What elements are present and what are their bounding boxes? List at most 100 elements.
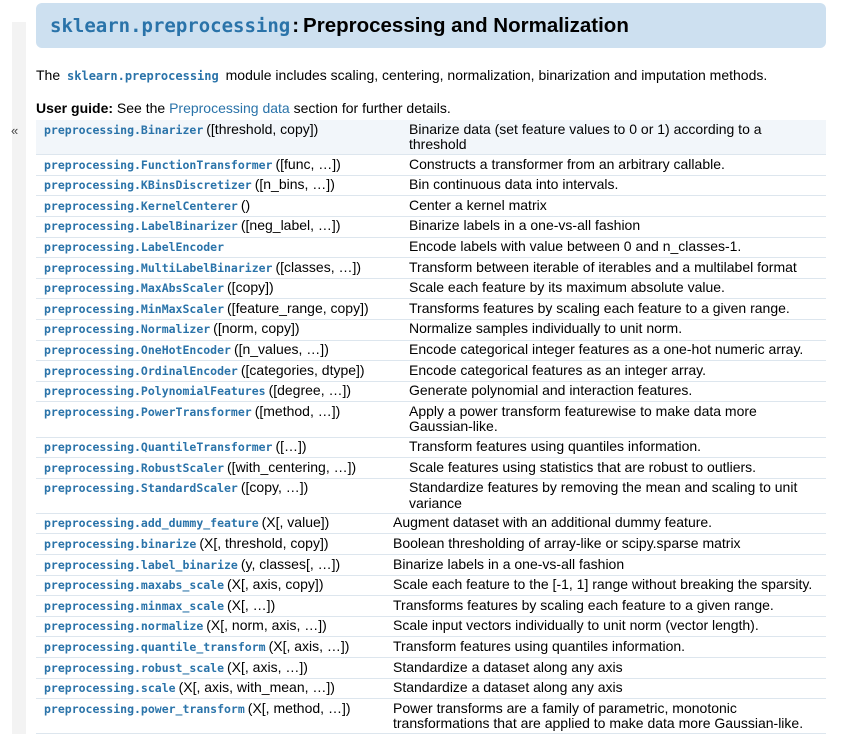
api-name-link[interactable]: preprocessing.StandardScaler (44, 481, 238, 496)
api-description: Power transforms are a family of paramet… (392, 698, 826, 734)
api-row: preprocessing.KBinsDiscretizer ([n_bins, … (36, 175, 826, 197)
api-description: Transform between iterable of iterables … (408, 257, 826, 279)
api-signature: ([with_centering, …]) (227, 458, 357, 475)
api-row: preprocessing.MultiLabelBinarizer ([class… (36, 257, 826, 279)
api-name-link[interactable]: preprocessing.robust_scale (44, 660, 225, 675)
api-name-link[interactable]: preprocessing.KernelCenterer (44, 198, 238, 213)
api-row: preprocessing.label_binarize (y, classes[… (36, 554, 826, 576)
user-guide-after: section for further details. (293, 100, 451, 116)
api-description: Scale each feature by its maximum absolu… (408, 278, 826, 300)
api-signature: (X[, method, …]) (247, 699, 351, 716)
api-description: Transforms features by scaling each feat… (408, 298, 826, 320)
api-signature-cell: preprocessing.OrdinalEncoder ([categories… (36, 360, 408, 382)
api-name-link[interactable]: preprocessing.PolynomialFeatures (44, 384, 266, 399)
page-title: sklearn.preprocessing: Preprocessing and … (50, 14, 629, 38)
api-name-link[interactable]: preprocessing.maxabs_scale (44, 578, 225, 593)
api-description: Constructs a transformer from an arbitra… (408, 154, 826, 176)
api-name-link[interactable]: preprocessing.MinMaxScaler (44, 301, 225, 316)
intro-after: module includes scaling, centering, norm… (225, 67, 768, 83)
api-signature-cell: preprocessing.Normalizer ([norm, copy]) (36, 319, 408, 341)
api-name-link[interactable]: preprocessing.Normalizer (44, 322, 211, 337)
api-signature: ([copy, …]) (240, 479, 309, 496)
api-description: Center a kernel matrix (408, 195, 826, 217)
api-row: preprocessing.RobustScaler ([with_centeri… (36, 457, 826, 479)
api-row: preprocessing.maxabs_scale (X[, axis, cop… (36, 575, 826, 597)
api-signature-cell: preprocessing.normalize (X[, norm, axis, … (36, 616, 392, 638)
intro-before: The (36, 67, 61, 83)
api-signature: ([feature_range, copy]) (227, 299, 369, 316)
api-signature-cell: preprocessing.StandardScaler ([copy, …]) (36, 478, 408, 514)
api-signature-cell: preprocessing.robust_scale (X[, axis, …]) (36, 657, 392, 679)
api-name-link[interactable]: preprocessing.scale (44, 681, 176, 696)
api-row: preprocessing.MinMaxScaler ([feature_rang… (36, 298, 826, 320)
title-colon: : (292, 13, 300, 37)
api-description: Boolean thresholding of array-like or sc… (392, 533, 826, 556)
api-name-link[interactable]: preprocessing.Binarizer (44, 122, 204, 137)
api-signature-cell: preprocessing.quantile_transform (X[, axi… (36, 636, 392, 659)
api-name-link[interactable]: preprocessing.PowerTransformer (44, 404, 252, 419)
api-signature: ([categories, dtype]) (240, 361, 365, 378)
api-signature-cell: preprocessing.QuantileTransformer ([…]) (36, 437, 408, 459)
api-description: Standardize features by removing the mea… (408, 478, 826, 514)
api-name-link[interactable]: preprocessing.label_binarize (44, 557, 238, 572)
api-row: preprocessing.quantile_transform (X[, axi… (36, 636, 826, 659)
api-signature-cell: preprocessing.power_transform (X[, method… (36, 698, 392, 734)
api-name-link[interactable]: preprocessing.LabelBinarizer (44, 219, 238, 234)
api-row: preprocessing.LabelBinarizer ([neg_label,… (36, 216, 826, 238)
api-description: Scale each feature to the [-1, 1] range … (392, 575, 826, 597)
api-name-link[interactable]: preprocessing.QuantileTransformer (44, 440, 273, 454)
api-name-link[interactable]: preprocessing.OneHotEncoder (44, 343, 231, 358)
section-header: sklearn.preprocessing: Preprocessing and … (36, 3, 826, 48)
sidebar-rail (12, 22, 26, 734)
api-description: Scale features using statistics that are… (408, 457, 826, 479)
api-name-link[interactable]: preprocessing.FunctionTransformer (44, 157, 273, 172)
api-row: preprocessing.minmax_scale (X[, …]) Transf… (36, 595, 826, 617)
user-guide-label: User guide: (36, 100, 114, 116)
api-signature-cell: preprocessing.scale (X[, axis, with_mean,… (36, 678, 392, 700)
api-name-link[interactable]: preprocessing.KBinsDiscretizer (44, 178, 252, 193)
api-name-link[interactable]: preprocessing.OrdinalEncoder (44, 363, 238, 378)
api-signature-cell: preprocessing.OneHotEncoder ([n_values, …… (36, 340, 408, 362)
api-signature-cell: preprocessing.MaxAbsScaler ([copy]) (36, 278, 408, 300)
api-name-link[interactable]: preprocessing.normalize (44, 619, 204, 634)
intro-module-link[interactable]: sklearn.preprocessing (67, 69, 219, 83)
api-description: Encode labels with value between 0 and n… (408, 237, 826, 259)
api-name-link[interactable]: preprocessing.RobustScaler (44, 460, 225, 475)
api-signature-cell: preprocessing.MultiLabelBinarizer ([class… (36, 257, 408, 279)
api-signature: ([method, …]) (254, 402, 341, 419)
api-row: preprocessing.PolynomialFeatures ([degree… (36, 381, 826, 403)
api-description: Generate polynomial and interaction feat… (408, 381, 826, 403)
api-description: Normalize samples individually to unit n… (408, 319, 826, 341)
title-text: Preprocessing and Normalization (303, 13, 629, 37)
api-signature: ([copy]) (227, 279, 274, 296)
api-description: Transforms features by scaling each feat… (392, 595, 826, 617)
main-content: sklearn.preprocessing: Preprocessing and … (36, 0, 826, 734)
api-signature-cell: preprocessing.PolynomialFeatures ([degree… (36, 381, 408, 403)
api-signature-cell: preprocessing.maxabs_scale (X[, axis, cop… (36, 575, 392, 597)
api-signature: (X[, axis, …]) (268, 637, 350, 654)
api-name-link[interactable]: preprocessing.LabelEncoder (44, 240, 225, 255)
api-row: preprocessing.LabelEncoder Encode labels … (36, 237, 826, 259)
api-signature: (X[, axis, with_mean, …]) (178, 679, 335, 696)
api-name-link[interactable]: preprocessing.quantile_transform (44, 639, 266, 654)
api-description: Transform features using quantiles infor… (392, 636, 826, 659)
api-description: Binarize data (set feature values to 0 o… (408, 120, 826, 156)
api-description: Standardize a dataset along any axis (392, 657, 826, 679)
api-name-link[interactable]: preprocessing.minmax_scale (44, 598, 225, 613)
title-module-name[interactable]: sklearn.preprocessing (50, 14, 291, 37)
api-name-link[interactable]: preprocessing.power_transform (44, 701, 245, 716)
api-signature-cell: preprocessing.KernelCenterer() (36, 195, 408, 217)
api-signature: ([threshold, copy]) (206, 120, 319, 137)
preprocessing-data-link[interactable]: Preprocessing data (169, 100, 290, 116)
api-name-link[interactable]: preprocessing.binarize (44, 536, 197, 551)
api-name-link[interactable]: preprocessing.MultiLabelBinarizer (44, 260, 273, 275)
api-description: Transform features using quantiles infor… (408, 437, 826, 459)
api-signature: (X[, axis, copy]) (227, 576, 324, 593)
api-signature: ([classes, …]) (275, 258, 362, 275)
api-row: preprocessing.KernelCenterer() Center a k… (36, 195, 826, 217)
sidebar-collapse-icon[interactable]: « (11, 123, 19, 138)
api-name-link[interactable]: preprocessing.add_dummy_feature (44, 516, 259, 531)
api-name-link[interactable]: preprocessing.MaxAbsScaler (44, 281, 225, 296)
api-signature-cell: preprocessing.label_binarize (y, classes[… (36, 554, 392, 576)
api-row: preprocessing.OneHotEncoder ([n_values, …… (36, 340, 826, 362)
